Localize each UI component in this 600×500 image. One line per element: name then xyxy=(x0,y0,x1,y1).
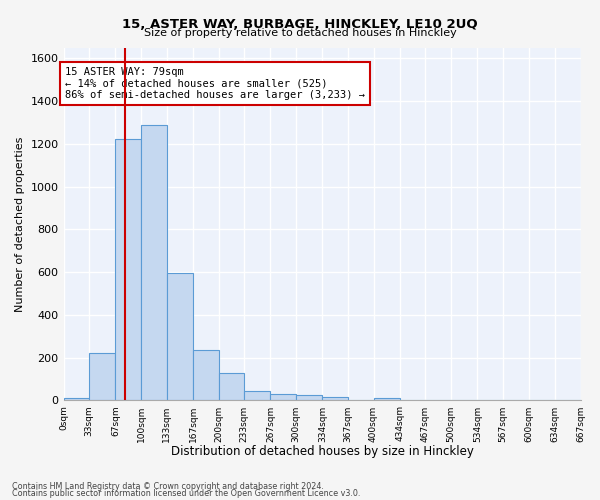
Y-axis label: Number of detached properties: Number of detached properties xyxy=(15,136,25,312)
Bar xyxy=(89,354,115,401)
Bar xyxy=(271,394,296,400)
Text: Size of property relative to detached houses in Hinckley: Size of property relative to detached ho… xyxy=(143,28,457,38)
Bar xyxy=(374,398,400,400)
Bar xyxy=(244,391,271,400)
Bar xyxy=(141,124,167,400)
Text: 15, ASTER WAY, BURBAGE, HINCKLEY, LE10 2UQ: 15, ASTER WAY, BURBAGE, HINCKLEY, LE10 2… xyxy=(122,18,478,30)
Bar xyxy=(167,273,193,400)
Bar xyxy=(115,140,141,400)
Text: Contains public sector information licensed under the Open Government Licence v3: Contains public sector information licen… xyxy=(12,490,361,498)
Bar xyxy=(193,350,218,401)
Bar xyxy=(64,398,89,400)
Text: 15 ASTER WAY: 79sqm
← 14% of detached houses are smaller (525)
86% of semi-detac: 15 ASTER WAY: 79sqm ← 14% of detached ho… xyxy=(65,67,365,100)
Text: Contains HM Land Registry data © Crown copyright and database right 2024.: Contains HM Land Registry data © Crown c… xyxy=(12,482,324,491)
X-axis label: Distribution of detached houses by size in Hinckley: Distribution of detached houses by size … xyxy=(170,444,473,458)
Bar xyxy=(296,395,322,400)
Bar xyxy=(218,372,244,400)
Bar xyxy=(322,397,348,400)
